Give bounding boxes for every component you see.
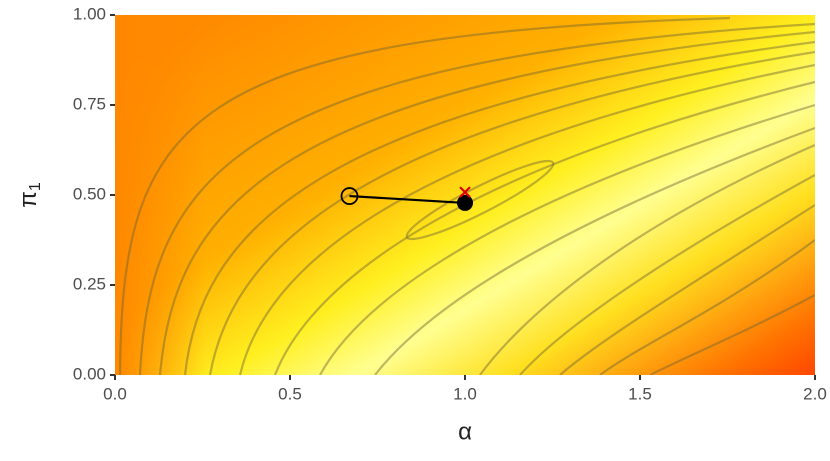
y-tick-label: 1.00 bbox=[73, 4, 106, 23]
x-tick-label: 1.5 bbox=[628, 384, 652, 403]
x-tick-label: 2.0 bbox=[803, 384, 827, 403]
y-axis-subscript: 1 bbox=[27, 182, 44, 191]
heatmap bbox=[115, 15, 815, 375]
optimum-marker bbox=[459, 186, 471, 198]
y-axis-label: π1 bbox=[15, 182, 44, 208]
x-axis-label: α bbox=[458, 418, 472, 445]
end-point bbox=[457, 194, 473, 211]
y-tick-label: 0.50 bbox=[73, 184, 106, 203]
path-line bbox=[349, 194, 466, 205]
y-tick-label: 0.25 bbox=[73, 274, 106, 293]
y-tick-label: 0.00 bbox=[73, 364, 106, 383]
y-tick-label: 0.75 bbox=[73, 94, 106, 113]
x-tick-label: 0.0 bbox=[103, 384, 127, 403]
x-tick-label: 1.0 bbox=[453, 384, 477, 403]
start-point bbox=[340, 187, 359, 205]
y-axis-symbol: π bbox=[15, 191, 42, 208]
x-tick-label: 0.5 bbox=[278, 384, 302, 403]
